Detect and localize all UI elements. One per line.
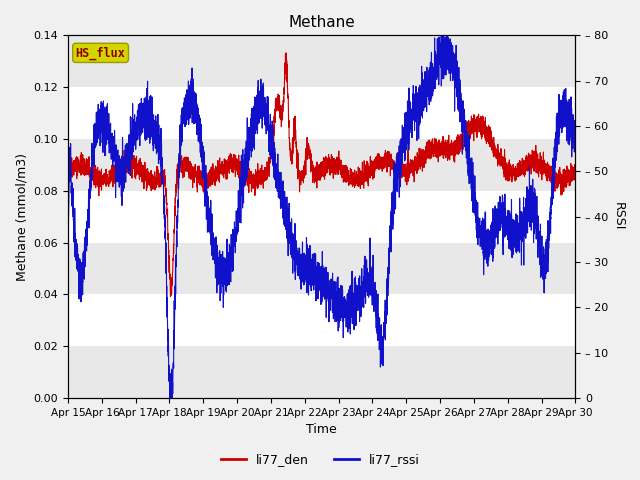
Y-axis label: RSSI: RSSI bbox=[612, 203, 625, 231]
Bar bbox=[68, 242, 575, 294]
Bar bbox=[68, 346, 575, 398]
Bar bbox=[68, 36, 575, 87]
Legend: li77_den, li77_rssi: li77_den, li77_rssi bbox=[216, 448, 424, 471]
X-axis label: Time: Time bbox=[307, 423, 337, 436]
Y-axis label: Methane (mmol/m3): Methane (mmol/m3) bbox=[15, 153, 28, 281]
Title: Methane: Methane bbox=[288, 15, 355, 30]
Text: HS_flux: HS_flux bbox=[76, 46, 125, 60]
Bar bbox=[68, 139, 575, 191]
